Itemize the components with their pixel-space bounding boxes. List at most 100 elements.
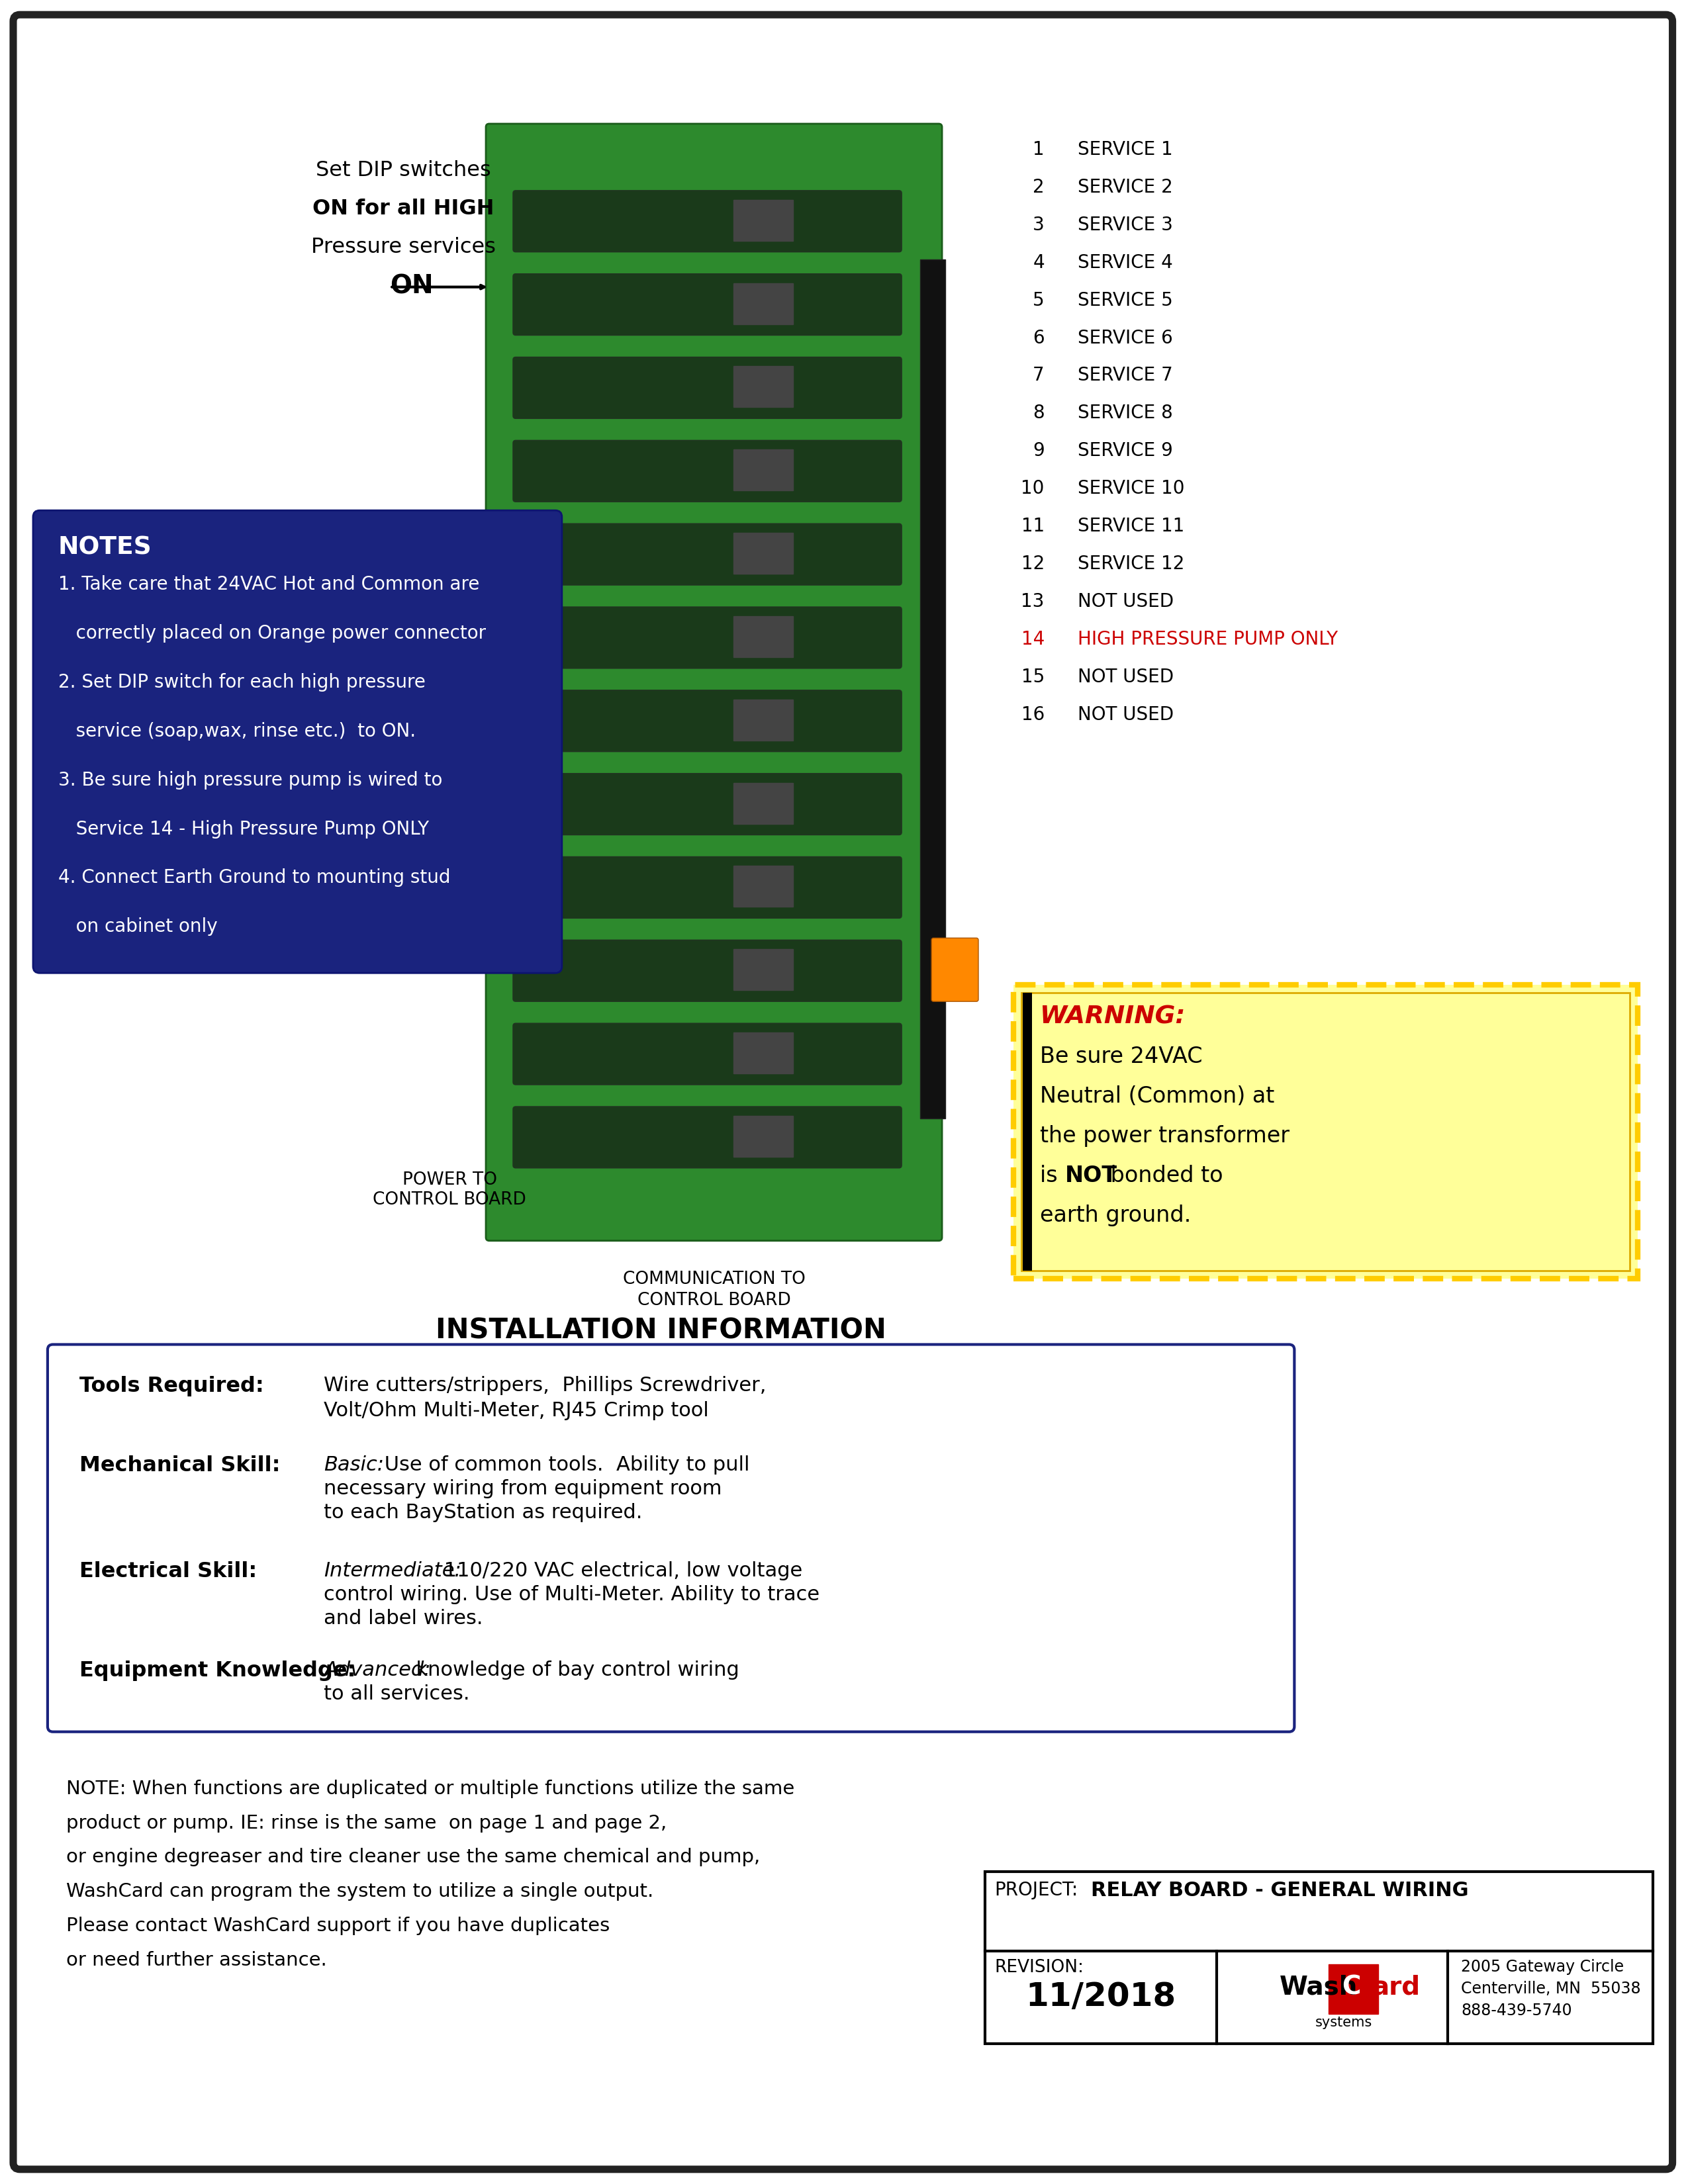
Text: Basic:: Basic: (324, 1455, 385, 1474)
Bar (734, 367, 793, 406)
FancyBboxPatch shape (47, 1345, 1295, 1732)
Text: SERVICE 10: SERVICE 10 (1077, 478, 1185, 498)
Text: 2. Set DIP switch for each high pressure: 2. Set DIP switch for each high pressure (57, 673, 425, 692)
Bar (734, 699, 793, 740)
Text: earth ground.: earth ground. (1040, 1203, 1192, 1225)
Text: Electrical Skill:: Electrical Skill: (79, 1562, 257, 1581)
Text: 7: 7 (1033, 367, 1045, 384)
FancyBboxPatch shape (513, 939, 901, 1002)
Text: SERVICE 6: SERVICE 6 (1077, 328, 1173, 347)
Text: NOT USED: NOT USED (1077, 668, 1173, 686)
Text: Equipment Knowledge:: Equipment Knowledge: (79, 1660, 356, 1682)
Text: ard: ard (1372, 1974, 1420, 2001)
Text: 888-439-5740: 888-439-5740 (1460, 2003, 1572, 2018)
Bar (734, 616, 793, 657)
Text: 1: 1 (1033, 140, 1045, 159)
Text: INSTALLATION INFORMATION: INSTALLATION INFORMATION (436, 1317, 886, 1345)
Text: 8: 8 (1033, 404, 1045, 422)
Text: NOT USED: NOT USED (1077, 705, 1173, 723)
Text: PROJECT:: PROJECT: (994, 1880, 1079, 1900)
Bar (986, 1872, 1653, 2044)
Text: NOTE: When functions are duplicated or multiple functions utilize the same: NOTE: When functions are duplicated or m… (66, 1780, 795, 1797)
Bar (734, 1116, 793, 1158)
Text: 6: 6 (1033, 328, 1045, 347)
Text: 16: 16 (1021, 705, 1045, 723)
Text: product or pump. IE: rinse is the same  on page 1 and page 2,: product or pump. IE: rinse is the same o… (66, 1813, 667, 1832)
Text: SERVICE 4: SERVICE 4 (1077, 253, 1173, 271)
Text: ON for all HIGH: ON for all HIGH (312, 199, 495, 218)
Text: 15: 15 (1021, 668, 1045, 686)
Text: 11: 11 (1021, 518, 1045, 535)
FancyBboxPatch shape (14, 15, 1673, 2169)
Text: to all services.: to all services. (324, 1684, 469, 1704)
FancyBboxPatch shape (513, 856, 901, 917)
Text: Volt/Ohm Multi-Meter, RJ45 Crimp tool: Volt/Ohm Multi-Meter, RJ45 Crimp tool (324, 1402, 709, 1420)
Text: is: is (1040, 1164, 1065, 1186)
FancyBboxPatch shape (34, 511, 562, 974)
Text: RELAY BOARD - GENERAL WIRING: RELAY BOARD - GENERAL WIRING (1090, 1880, 1469, 1900)
Text: 12: 12 (1021, 555, 1045, 572)
Text: COMMUNICATION TO: COMMUNICATION TO (623, 1271, 805, 1289)
Text: Intermediate:: Intermediate: (324, 1562, 461, 1581)
Text: Centerville, MN  55038: Centerville, MN 55038 (1460, 1981, 1641, 1996)
Text: Wash: Wash (1280, 1974, 1357, 2001)
Text: Advanced:: Advanced: (324, 1660, 430, 1679)
Text: 5: 5 (1033, 290, 1045, 310)
Text: SERVICE 7: SERVICE 7 (1077, 367, 1173, 384)
Text: correctly placed on Orange power connector: correctly placed on Orange power connect… (57, 625, 486, 642)
Text: the power transformer: the power transformer (1040, 1125, 1290, 1147)
Text: control wiring. Use of Multi-Meter. Ability to trace: control wiring. Use of Multi-Meter. Abil… (324, 1586, 820, 1605)
Text: Tools Required:: Tools Required: (79, 1376, 263, 1398)
Text: to each BayStation as required.: to each BayStation as required. (324, 1503, 643, 1522)
Bar (734, 199, 793, 240)
FancyBboxPatch shape (513, 1024, 901, 1085)
Bar (734, 533, 793, 574)
Text: Set DIP switches: Set DIP switches (316, 159, 491, 181)
Text: 11/2018: 11/2018 (1025, 1981, 1177, 2014)
FancyBboxPatch shape (513, 690, 901, 751)
FancyBboxPatch shape (513, 441, 901, 502)
Text: Wire cutters/strippers,  Phillips Screwdriver,: Wire cutters/strippers, Phillips Screwdr… (324, 1376, 766, 1396)
Text: 10: 10 (1021, 478, 1045, 498)
Bar (734, 284, 793, 323)
FancyBboxPatch shape (513, 773, 901, 834)
Text: SERVICE 3: SERVICE 3 (1077, 216, 1173, 234)
Bar (734, 950, 793, 989)
Text: REVISION:: REVISION: (994, 1959, 1084, 1977)
Text: SERVICE 11: SERVICE 11 (1077, 518, 1185, 535)
FancyBboxPatch shape (513, 356, 901, 419)
Text: 24 VAC HOT: 24 VAC HOT (1058, 1000, 1168, 1018)
Text: SERVICE 9: SERVICE 9 (1077, 441, 1173, 461)
Text: service (soap,wax, rinse etc.)  to ON.: service (soap,wax, rinse etc.) to ON. (57, 723, 415, 740)
FancyBboxPatch shape (513, 273, 901, 334)
Text: Mechanical Skill:: Mechanical Skill: (79, 1455, 280, 1476)
Text: WARNING:: WARNING: (1040, 1005, 1185, 1029)
Text: POWER TO: POWER TO (402, 1171, 496, 1188)
Text: NOTES: NOTES (57, 535, 152, 559)
Text: 1. Take care that 24VAC Hot and Common are: 1. Take care that 24VAC Hot and Common a… (57, 574, 479, 594)
Text: SERVICE 5: SERVICE 5 (1077, 290, 1173, 310)
Bar (734, 867, 793, 906)
Text: NOT USED: NOT USED (1077, 592, 1173, 612)
Text: and label wires.: and label wires. (324, 1610, 483, 1627)
Bar (734, 782, 793, 823)
Text: SERVICE 2: SERVICE 2 (1077, 177, 1173, 197)
Text: 3: 3 (1033, 216, 1045, 234)
Text: 2A Minimum: 2A Minimum (1308, 1029, 1425, 1046)
Text: ON: ON (390, 273, 434, 299)
Text: 4: 4 (1033, 253, 1045, 271)
Text: 24 VAC COMMON: 24 VAC COMMON (1058, 1029, 1217, 1046)
Text: knowledge of bay control wiring: knowledge of bay control wiring (403, 1660, 739, 1679)
Text: SERVICE 12: SERVICE 12 (1077, 555, 1185, 572)
Text: bonded to: bonded to (1104, 1164, 1222, 1186)
FancyBboxPatch shape (513, 1107, 901, 1168)
Text: or need further assistance.: or need further assistance. (66, 1950, 327, 1970)
Text: Service 14 - High Pressure Pump ONLY: Service 14 - High Pressure Pump ONLY (57, 819, 429, 839)
FancyBboxPatch shape (486, 124, 942, 1241)
Text: systems: systems (1315, 2016, 1372, 2029)
Bar (920, 260, 945, 1118)
FancyBboxPatch shape (513, 607, 901, 668)
Text: 2005 Gateway Circle: 2005 Gateway Circle (1460, 1959, 1624, 1974)
Bar (1328, 1963, 1379, 2014)
FancyBboxPatch shape (513, 524, 901, 585)
